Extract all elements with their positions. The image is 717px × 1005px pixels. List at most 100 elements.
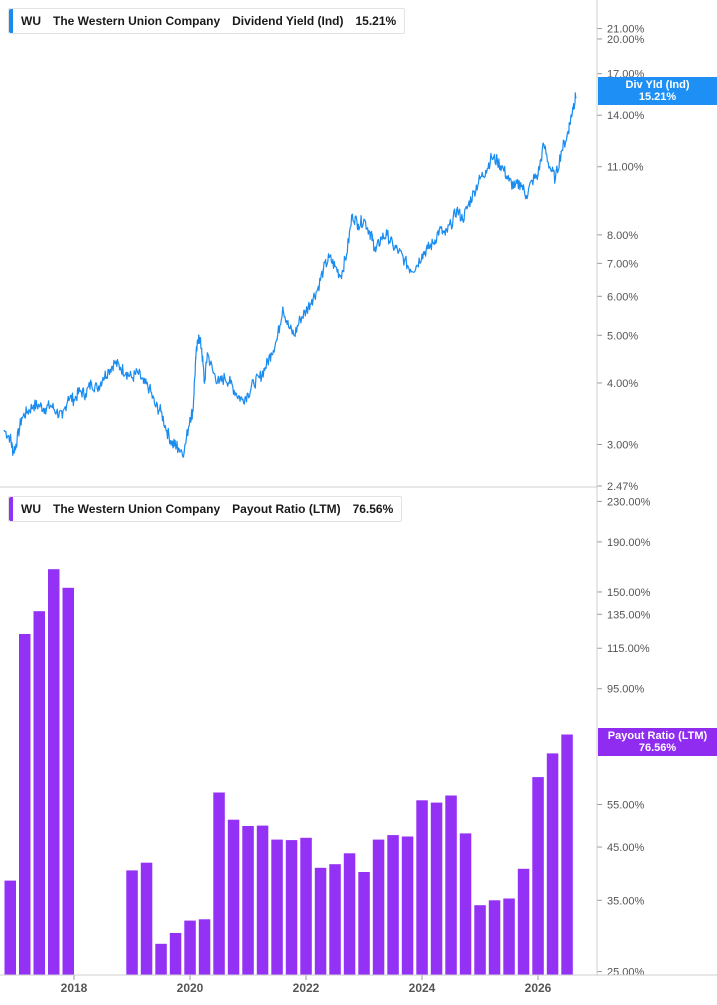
payout-ratio-bar — [474, 905, 486, 975]
dividend-yield-point — [427, 247, 429, 250]
dividend-yield-point — [398, 250, 400, 253]
dividend-yield-point — [154, 404, 156, 407]
x-tick-label: 2018 — [61, 981, 88, 995]
payout-ratio-bar — [329, 864, 341, 975]
y-tick-tick-label: 230.00% — [607, 496, 651, 508]
dividend-yield-point — [108, 369, 110, 371]
dividend-yield-point — [79, 390, 81, 392]
payout-ratio-bar — [517, 868, 530, 975]
dividend-yield-point — [203, 382, 206, 384]
dividend-yield-point — [574, 96, 577, 99]
dividend-yield-point — [247, 393, 249, 395]
dividend-yield-point — [415, 265, 418, 268]
payout-ratio-bar — [532, 777, 544, 975]
dividend-yield-point — [235, 393, 238, 395]
dividend-yield-point — [357, 223, 360, 226]
y-tick-tick-label: 21.00% — [607, 24, 645, 36]
y-tick-tick-label: 95.00% — [607, 684, 645, 696]
dividend-yield-point — [496, 160, 499, 162]
chart-frame — [0, 0, 717, 976]
y-tick-tick-label: 20.00% — [607, 34, 645, 46]
dividend-yield-point — [73, 398, 75, 401]
y-tick-tick-label: 135.00% — [607, 609, 651, 621]
dividend-yield-point — [519, 182, 522, 184]
y-tick-tick-label: 5.00% — [607, 330, 638, 342]
dividend-yield-point — [554, 177, 557, 180]
tag-value: 15.21% — [638, 91, 677, 103]
dividend-yield-point — [189, 416, 191, 419]
payout-ratio-bar — [401, 836, 414, 975]
dividend-yield-point — [316, 288, 319, 291]
payout-ratio-bar — [126, 870, 138, 975]
dividend-yield-point — [438, 228, 441, 231]
dividend-yield-point — [183, 450, 185, 453]
dividend-yield-line — [3, 92, 577, 458]
payout-ratio-bar — [256, 825, 269, 975]
dividend-yield-point — [311, 299, 313, 301]
dividend-yield-point — [340, 275, 342, 277]
payout-ratio-bar — [4, 880, 16, 975]
payout-ratio-bar — [198, 919, 211, 975]
last-value-tag-payout-ratio: Payout Ratio (LTM) 76.56% — [598, 728, 717, 756]
legend-payout-ratio[interactable]: WU The Western Union Company Payout Rati… — [8, 496, 403, 522]
dividend-yield-point — [197, 334, 200, 337]
dividend-yield-point — [61, 416, 64, 419]
series-color-swatch — [9, 9, 13, 33]
dividend-yield-point — [386, 234, 389, 236]
y-tick-tick-label: 3.00% — [607, 439, 638, 451]
payout-ratio-bar — [227, 819, 240, 975]
dividend-yield-point — [508, 180, 510, 182]
last-value-tag-dividend-yield: Div Yld (Ind) 15.21% — [598, 77, 717, 105]
dividend-yield-point — [293, 334, 296, 337]
dividend-yield-point — [137, 371, 139, 374]
y-tick-tick-label: 190.00% — [607, 537, 651, 549]
y-tick-tick-label: 45.00% — [607, 842, 645, 854]
dividend-yield-point — [84, 393, 87, 395]
dividend-yield-point — [67, 395, 69, 398]
dividend-yield-point — [479, 177, 481, 180]
dividend-yield-point — [218, 382, 220, 384]
dividend-yield-point — [258, 376, 261, 379]
dividend-yield-point — [174, 443, 177, 446]
dividend-yield-point — [282, 306, 284, 309]
dividend-yield-point — [192, 410, 194, 413]
dividend-yield-point — [119, 366, 122, 369]
payout-ratio-bar — [416, 800, 428, 975]
dividend-yield-point — [276, 338, 278, 341]
y-axis-payout-ratio: 230.00% 190.00% 150.00% 135.00% 115.00% 95.00… — [597, 496, 651, 979]
dividend-yield-point — [287, 326, 290, 328]
dividend-yield-point — [351, 213, 354, 216]
dividend-yield-point — [566, 135, 568, 137]
dividend-yield-point — [572, 106, 574, 109]
dividend-yield-point — [369, 231, 371, 233]
dividend-yield-point — [322, 268, 325, 271]
dividend-yield-point — [44, 407, 46, 410]
payout-ratio-bar — [488, 900, 501, 975]
legend-ticker: WU — [21, 502, 41, 516]
dividend-yield-point — [200, 347, 203, 350]
dividend-yield-point — [253, 382, 255, 384]
dividend-yield-point — [371, 239, 374, 242]
dividend-yield-point — [166, 429, 168, 432]
legend-dividend-yield[interactable]: WU The Western Union Company Dividend Yi… — [8, 8, 406, 34]
dividend-yield-point — [392, 244, 394, 247]
y-tick-tick-label: 7.00% — [607, 258, 638, 270]
dividend-yield-point — [374, 250, 377, 253]
dividend-yield-point — [131, 376, 133, 379]
dividend-yield-point — [569, 122, 571, 124]
legend-metric: Dividend Yield (Ind) — [232, 14, 344, 28]
y-tick-tick-label: 2.47% — [607, 481, 638, 493]
payout-ratio-bar — [242, 826, 254, 975]
dividend-yield-point — [38, 404, 40, 407]
dividend-yield-point — [264, 366, 267, 369]
dividend-yield-point — [96, 387, 98, 390]
payout-ratio-bar — [358, 872, 370, 975]
dividend-yield-point — [26, 410, 29, 413]
payout-ratio-bar — [62, 587, 74, 975]
legend-ticker: WU — [21, 14, 41, 28]
x-tick-label: 2020 — [177, 981, 204, 995]
dividend-yield-point — [334, 265, 336, 268]
payout-ratio-bar — [561, 734, 573, 975]
y-tick-tick-label: 11.00% — [607, 162, 644, 174]
